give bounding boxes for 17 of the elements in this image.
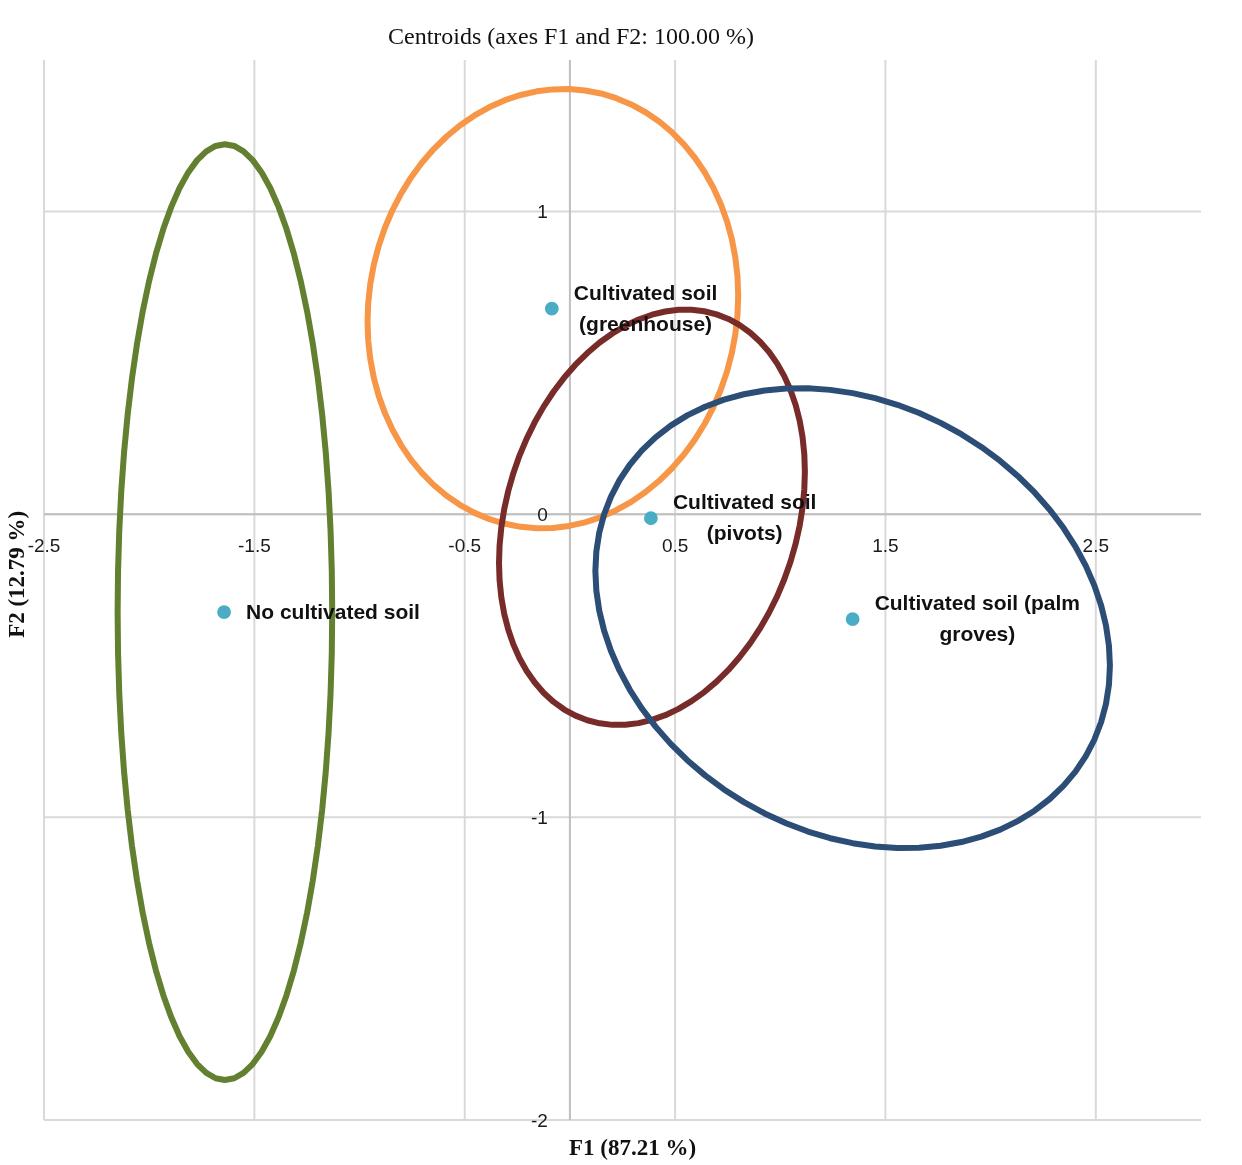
x-tick-label: -2.5	[27, 535, 61, 557]
y-tick-label: 1	[537, 201, 548, 223]
x-tick-label: 2.5	[1082, 535, 1110, 557]
y-axis-title: F2 (12.79 %)	[4, 510, 29, 638]
x-axis-title: F1 (87.21 %)	[568, 1135, 697, 1160]
x-tick-label: 1.5	[872, 535, 899, 557]
point	[217, 605, 231, 619]
y-tick-label: 0	[537, 504, 548, 526]
y-tick-label: -2	[531, 1110, 548, 1131]
x-tick-label: -0.5	[448, 535, 482, 557]
point	[643, 511, 658, 526]
point	[845, 612, 860, 626]
y-tick-label: -1	[531, 807, 548, 829]
x-tick-label: -1.5	[237, 535, 271, 557]
annotation: Cultivated soil (palm groves)	[874, 591, 1081, 646]
chart-title: Centroids (axes F1 and F2: 100.00 %)	[388, 23, 754, 49]
point	[544, 301, 559, 316]
